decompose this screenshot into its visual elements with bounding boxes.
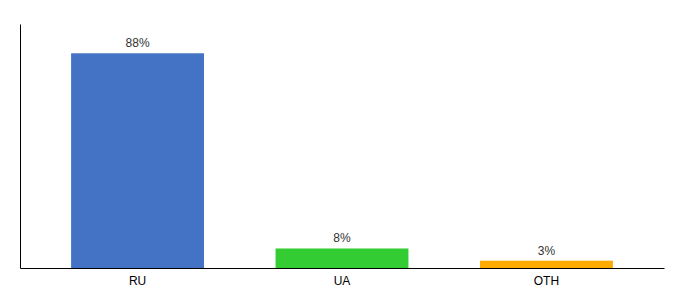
x-tick-label: OTH: [534, 274, 559, 288]
bar: [276, 248, 409, 268]
plot-area: RU UA OTH 88% 8% 3%: [21, 25, 665, 288]
x-tick: UA: [334, 274, 351, 288]
chart: RU UA OTH 88% 8% 3%: [0, 0, 680, 300]
x-tick-label: UA: [334, 274, 351, 288]
y-axis-line: [20, 25, 21, 269]
data-label: 8%: [333, 231, 351, 245]
x-axis: RU UA OTH: [21, 269, 665, 288]
x-tick: RU: [129, 274, 146, 288]
x-tick: OTH: [534, 274, 559, 288]
data-label: 3%: [538, 244, 556, 258]
bars: [71, 53, 613, 268]
data-label: 88%: [126, 36, 150, 50]
x-axis-line: [21, 268, 665, 269]
bar: [480, 261, 613, 268]
bar: [71, 53, 204, 268]
data-labels: 88% 8% 3%: [126, 36, 556, 257]
x-tick-label: RU: [129, 274, 146, 288]
y-axis: [20, 25, 21, 269]
